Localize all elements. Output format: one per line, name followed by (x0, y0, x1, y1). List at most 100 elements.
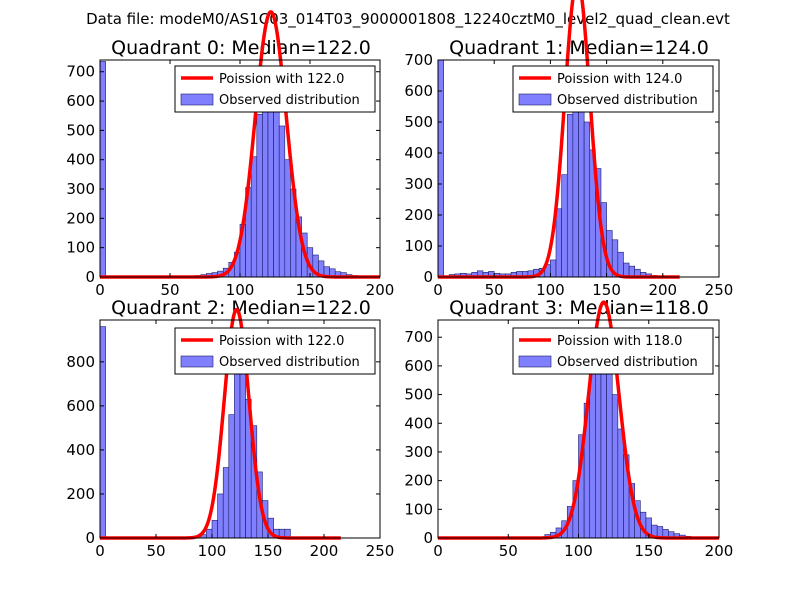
panel-title: Quadrant 3: Median=118.0 (449, 297, 709, 319)
histogram-bar (273, 100, 280, 278)
histogram-bar (262, 86, 269, 278)
histogram-bar (437, 59, 444, 278)
histogram-bar (623, 262, 630, 278)
quadrant-3-panel: Quadrant 3: Median=118.0 0 50 100 150 200 0 10… (404, 297, 733, 560)
histogram-bar (583, 121, 591, 278)
histogram-bar (555, 208, 562, 278)
legend: Poission with 118.0 Observed distributio… (512, 327, 714, 375)
legend: Poission with 122.0 Observed distributio… (174, 327, 376, 375)
legend-fit-label: Poission with 122.0 (219, 72, 344, 87)
y-tick-label: 300 (66, 180, 95, 198)
x-tick-label: 200 (648, 281, 677, 299)
x-tick-label: 100 (198, 542, 227, 560)
x-tick-label: 200 (705, 542, 734, 560)
legend-fit-label: Poission with 122.0 (219, 334, 344, 349)
plot-area: 0 50 100 150 200 250 0 100 200 300 400 500 600 700 (404, 0, 733, 299)
y-tick-label: 700 (404, 328, 433, 346)
y-tick-label: 500 (404, 386, 433, 404)
histogram-bar (99, 61, 106, 278)
y-tick-label: 500 (404, 113, 433, 131)
legend-observed-swatch (518, 355, 552, 368)
x-tick-label: 0 (95, 281, 105, 299)
x-tick-label: 100 (564, 542, 593, 560)
histogram-bar (550, 259, 557, 278)
y-tick-label: 300 (404, 443, 433, 461)
legend-fit-label: Poission with 124.0 (557, 72, 682, 87)
legend-observed-label: Observed distribution (557, 93, 698, 108)
x-tick-label: 150 (296, 281, 325, 299)
x-tick-label: 50 (499, 542, 518, 560)
axes-frame (437, 59, 720, 278)
y-tick-label: 800 (66, 353, 95, 371)
legend-observed-swatch (180, 93, 214, 106)
y-tick-label: 100 (404, 500, 433, 518)
histogram-bar (217, 493, 224, 539)
legend-observed-swatch (518, 93, 552, 106)
histogram-bar (606, 365, 613, 539)
y-tick-label: 0 (423, 529, 433, 547)
y-tick-label: 600 (404, 357, 433, 375)
y-tick-label: 400 (66, 151, 95, 169)
x-tick-label: 0 (433, 281, 443, 299)
axes-frame (99, 319, 381, 539)
histogram-bar (256, 113, 263, 278)
plot-area: 0 50 100 150 200 250 0 200 400 600 800 (66, 307, 395, 560)
histogram-bar (284, 159, 291, 278)
legend-observed-label: Observed distribution (557, 355, 698, 370)
legend-observed-swatch (180, 355, 214, 368)
histogram-bar (222, 467, 230, 539)
x-tick-label: 0 (433, 542, 443, 560)
y-tick-label: 400 (404, 414, 433, 432)
quadrant-2-panel: Quadrant 2: Median=122.0 0 50 100 150 200 250… (66, 297, 394, 560)
y-tick-label: 100 (404, 237, 433, 255)
y-tick-label: 200 (404, 206, 433, 224)
y-tick-label: 400 (404, 144, 433, 162)
legend-observed-label: Observed distribution (219, 93, 360, 108)
legend-observed-label: Observed distribution (219, 355, 360, 370)
x-tick-label: 250 (705, 281, 734, 299)
y-tick-label: 300 (404, 175, 433, 193)
panel-title: Quadrant 0: Median=122.0 (111, 37, 371, 59)
x-tick-label: 100 (226, 281, 255, 299)
histogram-bar (206, 528, 213, 539)
histogram-bar (595, 354, 602, 539)
histogram-bar (561, 174, 568, 278)
panel-title: Quadrant 1: Median=124.0 (449, 37, 709, 59)
panel-title: Quadrant 2: Median=122.0 (111, 297, 371, 319)
histogram-bar (572, 96, 579, 278)
y-tick-label: 600 (404, 82, 433, 100)
y-tick-label: 200 (66, 485, 95, 503)
x-tick-label: 50 (485, 281, 504, 299)
histogram-bar (250, 156, 258, 278)
legend-fit-label: Poission with 118.0 (557, 334, 682, 349)
x-tick-label: 0 (95, 542, 105, 560)
x-tick-label: 150 (254, 542, 283, 560)
x-tick-label: 150 (592, 281, 621, 299)
plot-area: 0 50 100 150 200 0 100 200 300 400 500 600 700 (404, 300, 734, 560)
y-tick-label: 0 (85, 268, 95, 286)
y-tick-label: 100 (66, 239, 95, 257)
x-tick-label: 100 (536, 281, 565, 299)
histogram-bar (617, 428, 624, 539)
histogram-bar (617, 251, 624, 278)
x-tick-label: 250 (366, 542, 395, 560)
y-tick-label: 0 (423, 268, 433, 286)
legend: Poission with 124.0 Observed distributio… (512, 65, 714, 113)
y-tick-label: 700 (66, 63, 95, 81)
histogram-bar (234, 357, 241, 539)
quadrant-0-panel: Quadrant 0: Median=122.0 0 50 100 150 200 0 10… (66, 10, 395, 299)
x-tick-label: 150 (634, 542, 663, 560)
x-tick-label: 200 (366, 281, 395, 299)
y-tick-label: 700 (404, 51, 433, 69)
figure-title: Data file: modeM0/AS1C03_014T03_90000018… (86, 10, 730, 29)
y-tick-label: 200 (66, 209, 95, 227)
y-tick-label: 600 (66, 92, 95, 110)
histogram-bar (99, 326, 106, 539)
legend: Poission with 122.0 Observed distributio… (174, 65, 376, 113)
histogram-bar (278, 125, 286, 278)
x-tick-label: 50 (146, 542, 165, 560)
histogram-bar (566, 113, 574, 278)
quadrant-1-panel: Quadrant 1: Median=124.0 0 50 100 150 200 250… (404, 0, 733, 299)
histogram-bar (589, 371, 596, 539)
